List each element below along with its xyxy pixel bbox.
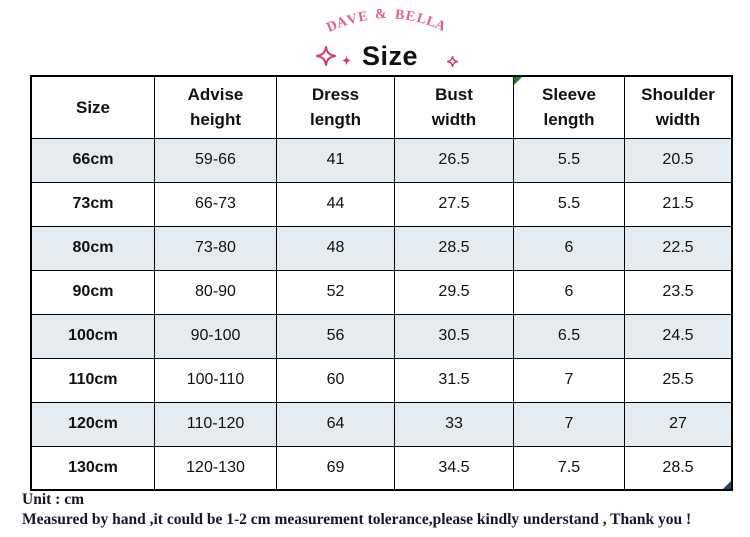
tolerance-note: Measured by hand ,it could be 1-2 cm mea…: [22, 511, 692, 528]
size-label-cell: 100cm: [30, 313, 155, 359]
value-cell: 26.5: [394, 137, 514, 183]
value-cell: 52: [276, 269, 395, 315]
value-cell: 34.5: [394, 445, 514, 491]
column-header-bust-width: Bust width: [394, 75, 514, 139]
value-cell: 66-73: [154, 181, 277, 227]
value-cell: 6: [513, 269, 625, 315]
value-cell: 25.5: [624, 357, 733, 403]
size-label-cell: 130cm: [30, 445, 155, 491]
value-cell: 24.5: [624, 313, 733, 359]
value-cell: 31.5: [394, 357, 514, 403]
value-cell: 7.5: [513, 445, 625, 491]
column-header-label: Advise height: [187, 84, 244, 130]
size-label-cell: 80cm: [30, 225, 155, 271]
column-header-dress-length: Dress length: [276, 75, 395, 139]
column-header-label: Dress length: [310, 84, 361, 130]
value-cell: 5.5: [513, 181, 625, 227]
column-header-label: Shoulder width: [641, 84, 715, 130]
value-cell: 73-80: [154, 225, 277, 271]
table-row-120cm: 120cm 110-120 64 33 7 27: [30, 401, 733, 447]
table-row-66cm: 66cm 59-66 41 26.5 5.5 20.5: [30, 137, 733, 183]
sparkle-small-icon: [341, 55, 352, 66]
table-header-row: Size Advise height Dress length Bust width S…: [30, 75, 733, 139]
column-header-shoulder-width: Shoulder width: [624, 75, 733, 139]
value-cell: 28.5: [624, 445, 733, 491]
value-cell: 23.5: [624, 269, 733, 315]
table-row-110cm: 110cm 100-110 60 31.5 7 25.5: [30, 357, 733, 403]
value-cell: 69: [276, 445, 395, 491]
value-cell: 56: [276, 313, 395, 359]
unit-note: Unit : cm: [22, 491, 84, 508]
size-label-cell: 73cm: [30, 181, 155, 227]
value-cell: 27.5: [394, 181, 514, 227]
cell-error-flag-icon: [514, 77, 522, 85]
value-cell: 27: [624, 401, 733, 447]
column-header-advise-height: Advise height: [154, 75, 277, 139]
value-cell: 64: [276, 401, 395, 447]
size-label-cell: 66cm: [30, 137, 155, 183]
value-cell: 100-110: [154, 357, 277, 403]
value-cell: 60: [276, 357, 395, 403]
column-header-size: Size: [30, 75, 155, 139]
value-cell: 20.5: [624, 137, 733, 183]
value-cell: 33: [394, 401, 514, 447]
table-row-90cm: 90cm 80-90 52 29.5 6 23.5: [30, 269, 733, 315]
value-cell: 29.5: [394, 269, 514, 315]
size-label-cell: 110cm: [30, 357, 155, 403]
table-row-130cm: 130cm 120-130 69 34.5 7.5 28.5: [30, 445, 733, 491]
brand-letter: &: [374, 6, 390, 23]
title-row: Size: [12, 41, 750, 71]
value-cell: 7: [513, 357, 625, 403]
value-cell: 110-120: [154, 401, 277, 447]
value-cell: 5.5: [513, 137, 625, 183]
footer-notes: Unit : cm Measured by hand ,it could be …: [22, 490, 691, 530]
value-cell: 80-90: [154, 269, 277, 315]
value-cell: 7: [513, 401, 625, 447]
value-cell: 6.5: [513, 313, 625, 359]
value-cell: 48: [276, 225, 395, 271]
table-body: 66cm 59-66 41 26.5 5.5 20.5 73cm 66-73 44 27.5 5.5…: [30, 137, 733, 491]
value-cell: 90-100: [154, 313, 277, 359]
value-cell: 30.5: [394, 313, 514, 359]
value-cell: 22.5: [624, 225, 733, 271]
size-label-cell: 120cm: [30, 401, 155, 447]
size-label-cell: 90cm: [30, 269, 155, 315]
value-cell: 21.5: [624, 181, 733, 227]
size-table: Size Advise height Dress length Bust width S…: [30, 75, 733, 491]
sparkle-right-icon: [447, 55, 458, 68]
value-cell: 59-66: [154, 137, 277, 183]
value-cell: 6: [513, 225, 625, 271]
value-cell: 44: [276, 181, 395, 227]
page-title: Size: [361, 41, 419, 71]
column-header-label: Size: [75, 97, 111, 117]
table-head: Size Advise height Dress length Bust width S…: [30, 75, 733, 139]
value-cell: 41: [276, 137, 395, 183]
table-row-80cm: 80cm 73-80 48 28.5 6 22.5: [30, 225, 733, 271]
column-header-label: Bust width: [431, 84, 477, 130]
table-corner-marker-icon: [723, 481, 731, 489]
value-cell: 28.5: [394, 225, 514, 271]
table-row-100cm: 100cm 90-100 56 30.5 6.5 24.5: [30, 313, 733, 359]
table-row-73cm: 73cm 66-73 44 27.5 5.5 21.5: [30, 181, 733, 227]
value-cell: 120-130: [154, 445, 277, 491]
column-header-label: Sleeve length: [542, 84, 596, 130]
sparkle-large-icon: [316, 46, 336, 66]
column-header-sleeve-length: Sleeve length: [513, 75, 625, 139]
